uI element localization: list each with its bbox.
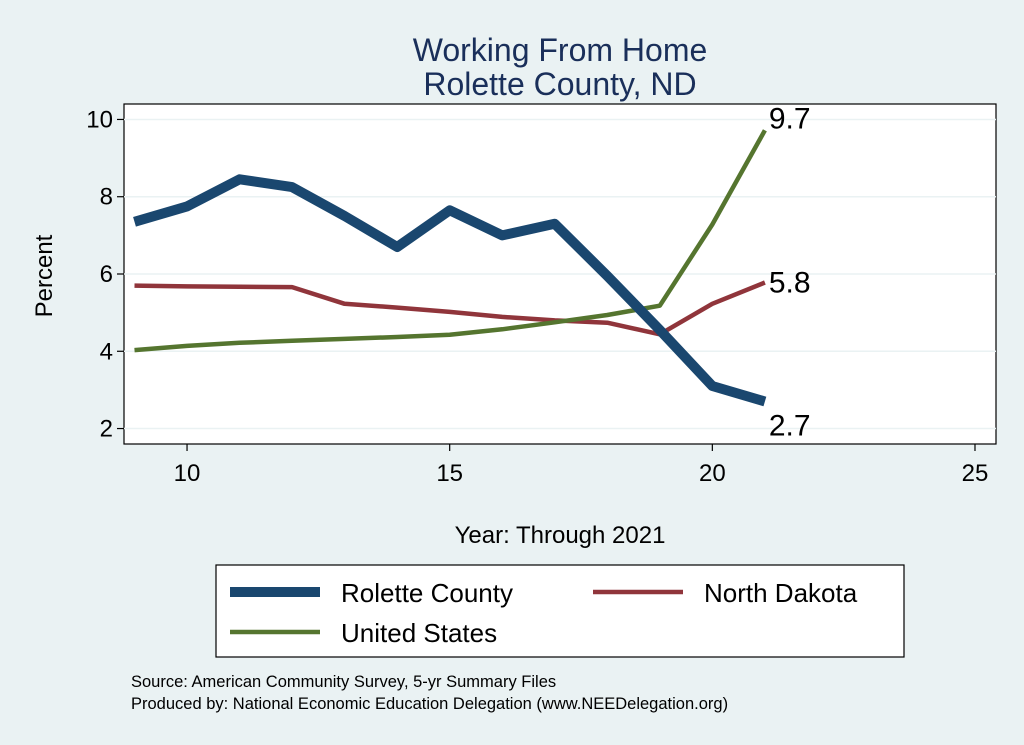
chart-title: Working From Home — [413, 32, 708, 68]
y-tick-label: 8 — [100, 184, 113, 211]
y-tick-label: 10 — [86, 106, 113, 133]
legend-box — [215, 564, 905, 658]
x-tick-label: 20 — [699, 460, 726, 487]
end-labels: 5.8 9.7 2.7 — [769, 102, 811, 442]
chart-subtitle: Rolette County, ND — [423, 66, 696, 102]
producer-note: Produced by: National Economic Education… — [131, 695, 728, 713]
end-label-rolette-county: 2.7 — [769, 410, 811, 443]
x-tick-label: 10 — [174, 460, 201, 487]
x-tick-label: 15 — [436, 460, 463, 487]
series-lines — [133, 129, 767, 407]
series-line-rolette-county — [133, 174, 767, 407]
source-note: Source: American Community Survey, 5-yr … — [131, 673, 556, 691]
legend-label-north-dakota: North Dakota — [704, 578, 858, 608]
end-label-united-states: 9.7 — [769, 102, 811, 135]
end-label-north-dakota: 5.8 — [769, 267, 811, 300]
y-tick-label: 4 — [100, 338, 113, 365]
y-tick-label: 2 — [100, 416, 113, 443]
series-line-united-states — [134, 129, 767, 353]
x-tick-label: 25 — [962, 460, 989, 487]
y-axis-title: Percent — [31, 234, 58, 317]
x-axis-title: Year: Through 2021 — [455, 522, 666, 549]
legend-label-united-states: United States — [341, 618, 497, 648]
y-tick-label: 6 — [100, 261, 113, 288]
legend-label-rolette-county: Rolette County — [341, 578, 513, 608]
axes: 2 4 6 8 10 10 15 20 25 — [86, 106, 988, 487]
grid — [124, 118, 996, 430]
legend: Rolette County North Dakota United State… — [215, 564, 905, 658]
